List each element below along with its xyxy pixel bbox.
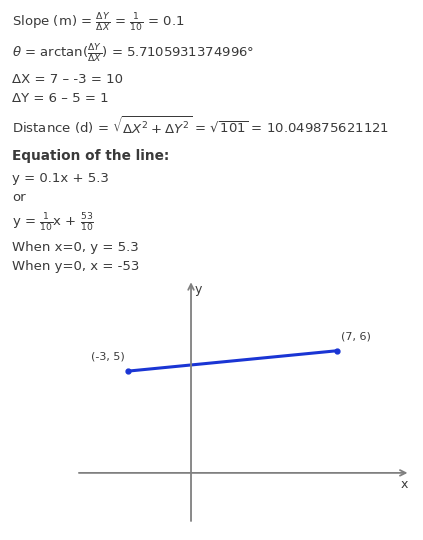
Text: Slope (m) = $\frac{\Delta Y}{\Delta X}$ = $\frac{1}{10}$ = 0.1: Slope (m) = $\frac{\Delta Y}{\Delta X}$ … — [12, 12, 184, 34]
Text: When y=0, x = -53: When y=0, x = -53 — [12, 260, 139, 273]
Text: y = $\frac{1}{10}$x + $\frac{53}{10}$: y = $\frac{1}{10}$x + $\frac{53}{10}$ — [12, 212, 94, 234]
Text: $\theta$ = arctan($\frac{\Delta Y}{\Delta X}$) = 5.7105931374996°: $\theta$ = arctan($\frac{\Delta Y}{\Delt… — [12, 43, 254, 64]
Text: y = 0.1x + 5.3: y = 0.1x + 5.3 — [12, 172, 109, 185]
Text: ΔX = 7 – -3 = 10: ΔX = 7 – -3 = 10 — [12, 73, 123, 86]
Text: Equation of the line:: Equation of the line: — [12, 149, 169, 163]
Text: When x=0, y = 5.3: When x=0, y = 5.3 — [12, 241, 139, 254]
Text: or: or — [12, 191, 26, 204]
Text: x: x — [400, 477, 408, 491]
Text: y: y — [195, 283, 202, 296]
Text: ΔY = 6 – 5 = 1: ΔY = 6 – 5 = 1 — [12, 92, 109, 105]
Text: (7, 6): (7, 6) — [341, 332, 371, 342]
Text: (-3, 5): (-3, 5) — [91, 352, 125, 362]
Text: Distance (d) = $\sqrt{\Delta X^2+\Delta Y^2}$ = $\sqrt{101}$ = 10.049875621121: Distance (d) = $\sqrt{\Delta X^2+\Delta … — [12, 114, 389, 137]
